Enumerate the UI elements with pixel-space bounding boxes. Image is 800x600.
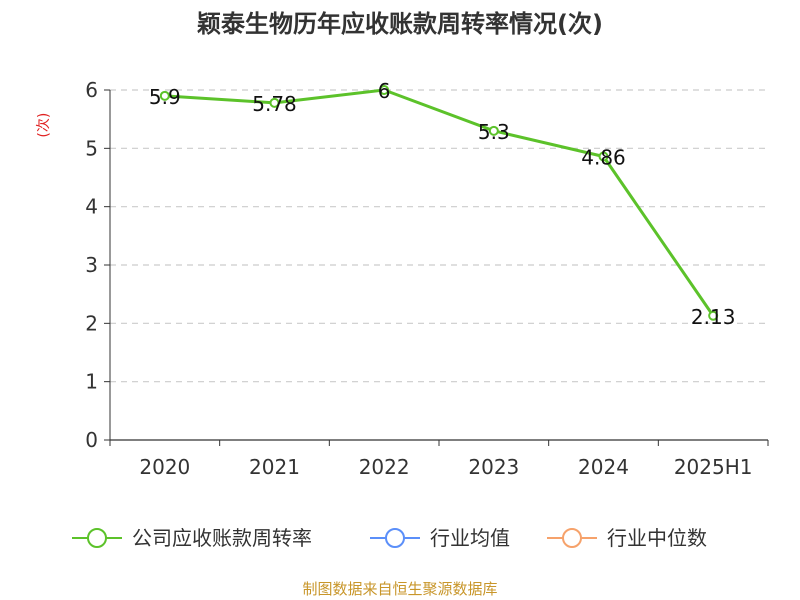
data-point-2020 <box>159 90 170 101</box>
x-tick-label-2020: 2020 <box>139 455 190 479</box>
x-tick-label-2023: 2023 <box>468 455 519 479</box>
y-axis-ticks: 0 1 2 3 4 5 6 <box>85 78 111 452</box>
legend-label: 公司应收账款周转率 <box>132 526 312 550</box>
data-point-2025H1 <box>708 310 719 321</box>
source-note: 制图数据来自恒生聚源数据库 <box>302 580 497 598</box>
legend-item-2[interactable]: 行业中位数 <box>547 526 707 550</box>
data-point-2022 <box>379 85 390 95</box>
y-tick-label-5: 5 <box>85 136 98 160</box>
gridlines <box>110 89 768 383</box>
chart-title: 颖泰生物历年应收账款周转率情况(次) <box>197 10 603 38</box>
data-label-2023: 5.3 <box>478 120 510 144</box>
legend-label: 行业中位数 <box>607 526 707 550</box>
data-label-2024: 4.86 <box>581 146 626 170</box>
data-label-2021: 5.78 <box>252 92 297 116</box>
legend-label: 行业均值 <box>430 526 510 550</box>
legend-marker-icon <box>385 528 405 548</box>
x-tick-label-2025H1: 2025H1 <box>674 455 753 479</box>
data-label-2022: 6 <box>378 79 391 103</box>
data-label-2020: 5.9 <box>149 85 181 109</box>
series-line-0 <box>164 88 715 317</box>
y-tick-label-4: 4 <box>85 195 98 219</box>
legend[interactable]: 公司应收账款周转率 行业均值 行业中位数 <box>72 526 707 550</box>
x-axis: 2020 2021 2022 2023 2024 2025H1 <box>109 439 769 479</box>
data-label-2025H1: 2.13 <box>691 305 736 329</box>
y-tick-label-2: 2 <box>85 311 98 335</box>
y-tick-label-0: 0 <box>85 428 98 452</box>
legend-marker-icon <box>562 528 582 548</box>
y-tick-label-1: 1 <box>85 370 98 394</box>
legend-item-0[interactable]: 公司应收账款周转率 <box>72 526 312 550</box>
y-tick-label-3: 3 <box>85 253 98 277</box>
data-point-2021 <box>269 97 280 108</box>
data-point-2024 <box>598 151 609 162</box>
legend-item-1[interactable]: 行业均值 <box>370 526 510 550</box>
series-layer: 5.9 5.78 6 5.3 4.86 2.13 <box>149 79 736 329</box>
x-tick-label-2022: 2022 <box>359 455 410 479</box>
legend-marker-icon <box>87 528 107 548</box>
y-axis-label: (次) <box>36 113 52 138</box>
data-point-2023 <box>488 125 499 136</box>
y-tick-label-6: 6 <box>85 78 98 102</box>
x-tick-label-2024: 2024 <box>578 455 629 479</box>
x-tick-label-2021: 2021 <box>249 455 300 479</box>
